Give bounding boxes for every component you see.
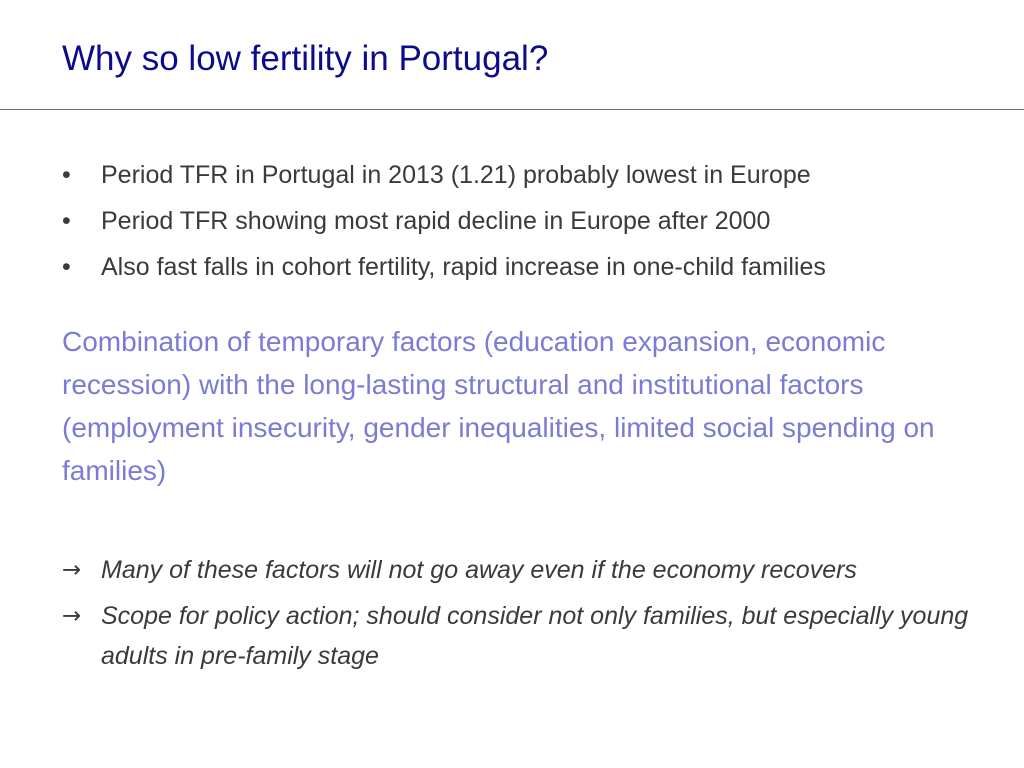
bullet-item: • Period TFR in Portugal in 2013 (1.21) … bbox=[62, 152, 1002, 198]
conclusion-list: → Many of these factors will not go away… bbox=[62, 550, 1002, 682]
conclusion-item: → Many of these factors will not go away… bbox=[62, 550, 1002, 590]
bullet-item: • Also fast falls in cohort fertility, r… bbox=[62, 244, 1002, 290]
bullet-list: • Period TFR in Portugal in 2013 (1.21) … bbox=[62, 152, 1002, 290]
arrow-right-icon: → bbox=[62, 557, 82, 583]
bullet-icon: • bbox=[62, 207, 71, 235]
bullet-item: • Period TFR showing most rapid decline … bbox=[62, 198, 1002, 244]
title-divider bbox=[0, 109, 1024, 110]
conclusion-item: → Scope for policy action; should consid… bbox=[62, 596, 1002, 676]
summary-paragraph: Combination of temporary factors (educat… bbox=[62, 326, 935, 486]
bullet-icon: • bbox=[62, 161, 71, 189]
conclusion-text: Many of these factors will not go away e… bbox=[101, 556, 857, 584]
conclusion-text: Scope for policy action; should consider… bbox=[101, 602, 969, 670]
bullet-text: Also fast falls in cohort fertility, rap… bbox=[101, 253, 826, 281]
bullet-text: Period TFR showing most rapid decline in… bbox=[101, 207, 771, 235]
bullet-icon: • bbox=[62, 253, 71, 281]
slide-title: Why so low fertility in Portugal? bbox=[62, 39, 549, 78]
bullet-text: Period TFR in Portugal in 2013 (1.21) pr… bbox=[101, 161, 811, 189]
arrow-right-icon: → bbox=[62, 603, 82, 629]
